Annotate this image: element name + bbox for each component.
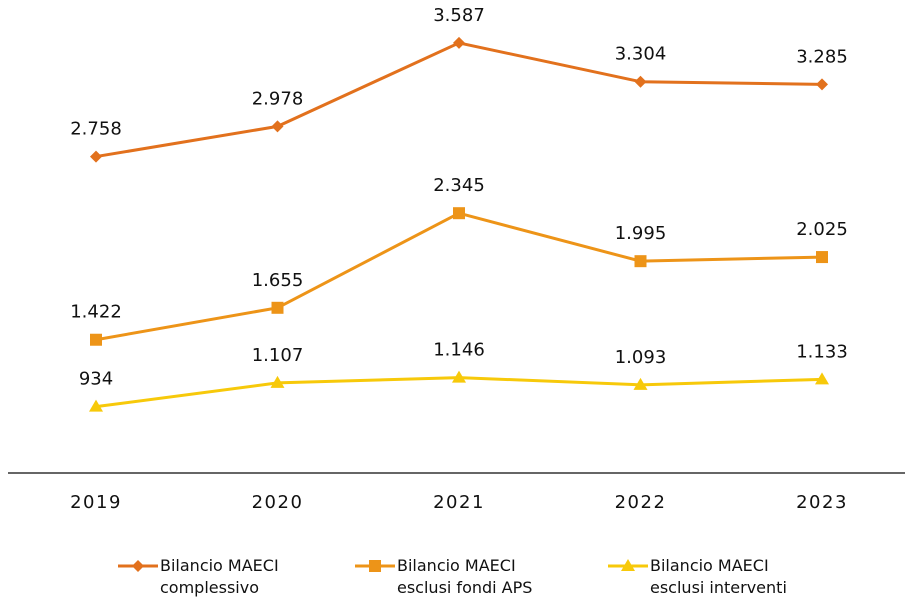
legend-label: Bilancio MAECI esclusi interventi: [650, 556, 787, 597]
legend-icon: [118, 560, 158, 572]
data-point: [633, 377, 648, 390]
data-point: [271, 120, 284, 133]
legend-icon: [355, 560, 395, 572]
legend-item: Bilancio MAECI esclusi interventi: [608, 555, 810, 599]
data-point: [453, 36, 465, 49]
data-point: [634, 75, 647, 88]
data-label: 1.995: [615, 223, 667, 244]
data-point: [270, 375, 285, 388]
data-label: 2.345: [433, 175, 485, 196]
data-point: [453, 207, 465, 220]
x-tick-label: 2023: [796, 492, 848, 513]
data-label: 1.093: [615, 347, 667, 368]
data-label: 1.146: [433, 340, 485, 361]
data-point: [90, 333, 102, 346]
legend-item: Bilancio MAECI esclusi fondi APS: [355, 555, 572, 599]
data-point: [452, 370, 466, 383]
data-label: 3.285: [796, 46, 848, 67]
data-label: 2.978: [252, 88, 304, 109]
data-point: [271, 301, 284, 314]
data-point: [634, 255, 647, 268]
x-tick-label: 2022: [615, 492, 667, 513]
data-label: 1.133: [796, 341, 848, 362]
data-point: [815, 372, 829, 385]
data-label: 1.655: [252, 270, 304, 291]
x-tick-label: 2020: [252, 492, 304, 513]
x-tick-label: 2021: [433, 492, 485, 513]
series-line: [95, 211, 823, 342]
legend-marker: [132, 560, 144, 572]
data-label: 1.422: [70, 302, 122, 323]
data-point: [816, 251, 828, 264]
chart: 2019 2020 2021 2022 2023 2.758 2.978 3.587 3.304…: [8, 5, 905, 513]
legend-item: Bilancio MAECI complessivo: [118, 555, 320, 599]
x-tick-label: 2019: [70, 492, 122, 513]
data-point: [816, 78, 828, 91]
data-label: 3.304: [615, 44, 667, 65]
data-label: 934: [79, 369, 113, 390]
legend: Bilancio MAECI complessivo Bilancio MAECI…: [0, 555, 913, 604]
data-label: 2.758: [70, 119, 122, 140]
legend-label: Bilancio MAECI esclusi fondi APS: [397, 556, 533, 597]
legend-marker: [621, 559, 635, 571]
legend-label: Bilancio MAECI complessivo: [160, 556, 279, 597]
legend-marker: [369, 560, 381, 572]
legend-icon: [608, 559, 648, 571]
data-label: 2.025: [796, 219, 848, 240]
data-label: 3.587: [433, 5, 485, 26]
series-line: [95, 41, 823, 159]
data-label: 1.107: [252, 345, 304, 366]
data-point: [89, 399, 103, 412]
data-point: [90, 150, 102, 163]
